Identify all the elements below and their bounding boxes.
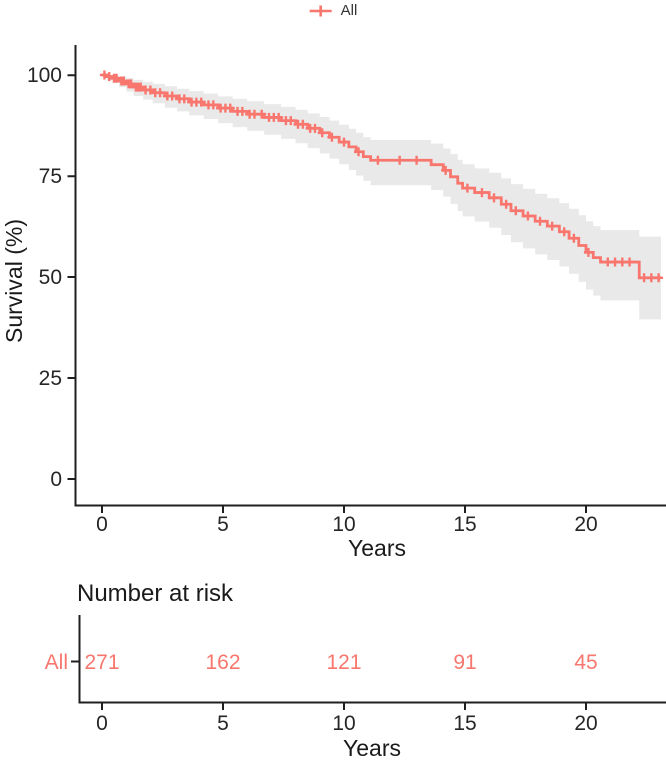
confidence-band [102, 75, 662, 320]
risk-x-tick-label: 15 [453, 712, 476, 735]
risk-count: 121 [326, 651, 361, 674]
plus-line-icon [309, 5, 332, 17]
y-tick-label: 25 [39, 367, 62, 390]
risk-count: 45 [574, 651, 597, 674]
x-tick-label: 20 [574, 513, 597, 536]
x-tick-label: 10 [332, 513, 355, 536]
risk-x-axis-title: Years [343, 735, 401, 761]
censor-marks [99, 70, 664, 283]
x-tick-label: 0 [96, 513, 108, 536]
risk-row-label: All [45, 651, 68, 674]
risk-x-tick-marks [101, 703, 587, 710]
y-tick-label: 100 [27, 64, 62, 87]
risk-table-title: Number at risk [77, 580, 234, 607]
y-tick-label: 0 [50, 468, 62, 491]
risk-x-tick-label: 5 [217, 712, 229, 735]
y-axis-title: Survival (%) [1, 219, 27, 343]
risk-x-tick-label: 20 [574, 712, 597, 735]
y-tick-label: 50 [39, 266, 62, 289]
y-tick-label: 75 [39, 165, 62, 188]
x-tick-marks [101, 506, 587, 513]
legend: All [309, 1, 358, 21]
survival-curve-layer [99, 70, 664, 320]
risk-x-tick-label: 0 [96, 712, 108, 735]
risk-count: 91 [453, 651, 476, 674]
risk-x-tick-label: 10 [332, 712, 355, 735]
risk-count: 271 [84, 651, 119, 674]
risk-count: 162 [205, 651, 240, 674]
y-tick-marks [67, 74, 75, 480]
x-axis-title: Years [348, 535, 406, 561]
legend-item-all: All [340, 2, 358, 19]
x-tick-label: 15 [453, 513, 476, 536]
x-tick-label: 5 [217, 513, 229, 536]
